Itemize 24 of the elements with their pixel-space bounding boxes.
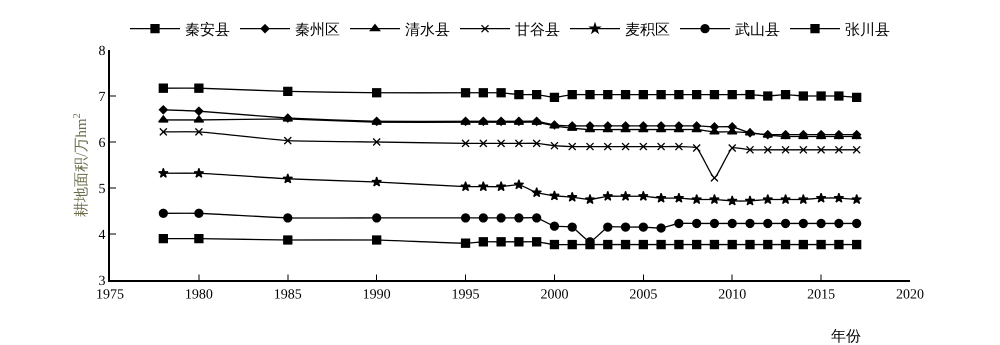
legend-label: 张川县 — [845, 22, 890, 38]
x-tick-label: 2000 — [540, 288, 568, 303]
x-tick-label: 2005 — [629, 288, 658, 303]
y-tick-label: 4 — [98, 228, 106, 243]
x-tick-label: 2010 — [718, 288, 746, 303]
legend-label: 麦积区 — [625, 22, 670, 38]
x-tick-label: 1975 — [96, 288, 124, 303]
y-tick-label: 8 — [98, 44, 106, 59]
x-tick-label: 1980 — [184, 288, 213, 303]
legend-label: 甘谷县 — [515, 22, 560, 38]
y-tick-label: 6 — [98, 136, 106, 151]
x-tick-label: 1995 — [452, 288, 480, 303]
x-tick-label: 1985 — [274, 288, 302, 303]
y-tick-label: 7 — [98, 90, 106, 105]
legend-label: 秦安县 — [185, 22, 230, 38]
x-tick-label: 2020 — [896, 288, 924, 303]
x-tick-label: 1990 — [362, 288, 391, 303]
x-axis-title: 年份 — [831, 328, 861, 345]
legend-label: 武山县 — [735, 22, 780, 38]
y-tick-label: 5 — [98, 182, 106, 197]
legend-label: 秦州区 — [295, 22, 340, 38]
y-tick-label: 3 — [98, 274, 106, 289]
legend-label: 清水县 — [405, 22, 450, 38]
x-tick-label: 2015 — [807, 288, 836, 303]
